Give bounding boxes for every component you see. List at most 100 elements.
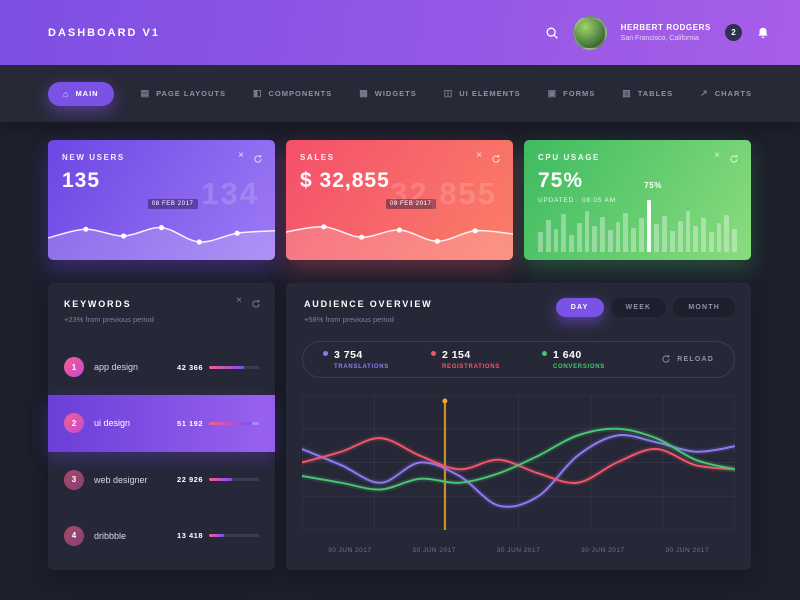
- progress-fill: [209, 534, 224, 538]
- nav-label: UI ELEMENTS: [459, 89, 521, 98]
- tab-week[interactable]: WEEK: [610, 298, 667, 317]
- audience-stats-bar: 3 754 TRANSLATIONS 2 154 REGISTRATIONS 1…: [302, 341, 735, 378]
- notification-badge[interactable]: 2: [725, 24, 742, 41]
- keywords-header: KEYWORDS +23% from previous period: [48, 299, 275, 324]
- nav-item-tables[interactable]: ▥ TABLES: [622, 88, 673, 99]
- refresh-icon[interactable]: [253, 151, 263, 169]
- header-right: HERBERT RODGERS San Francisco, Californi…: [545, 15, 770, 50]
- bell-icon[interactable]: [756, 26, 770, 40]
- panel-title: AUDIENCE OVERVIEW: [304, 299, 433, 309]
- progress-bar: [209, 478, 259, 482]
- stat-conversions: 1 640 CONVERSIONS: [541, 349, 605, 370]
- nav-item-page-layouts[interactable]: ▤ PAGE LAYOUTS: [141, 88, 226, 99]
- user-info: HERBERT RODGERS San Francisco, Californi…: [621, 23, 711, 42]
- stat-label: TRANSLATIONS: [334, 364, 389, 370]
- keyword-label: app design: [94, 362, 139, 373]
- progress-fill: [209, 421, 252, 425]
- stat-value: 2 154: [441, 349, 471, 361]
- home-icon: ⌂: [63, 88, 70, 99]
- avatar[interactable]: [572, 15, 607, 50]
- keyword-value: 42 366: [177, 362, 203, 372]
- stat-dot: [541, 351, 547, 356]
- keyword-metrics: 51 192: [177, 419, 259, 428]
- keyword-row-app-design[interactable]: 1 app design 42 366: [48, 339, 275, 395]
- reload-button[interactable]: RELOAD: [661, 354, 714, 366]
- card-actions: ×: [714, 151, 739, 169]
- refresh-icon[interactable]: [729, 151, 739, 169]
- keyword-metrics: 42 366: [177, 363, 259, 372]
- stat-registrations: 2 154 REGISTRATIONS: [430, 349, 500, 370]
- widgets-icon: ▦: [359, 88, 369, 98]
- progress-fill: [209, 478, 232, 482]
- stat-value: 3 754: [334, 349, 363, 361]
- forms-icon: ▣: [547, 88, 558, 98]
- nav-item-ui-elements[interactable]: ◫ UI ELEMENTS: [444, 88, 521, 99]
- nav-item-main[interactable]: ⌂ MAIN: [48, 81, 114, 106]
- card-value: $ 32,855: [300, 169, 390, 192]
- x-axis-labels: 30 JUN 2017 30 JUN 2017 30 JUN 2017 30 J…: [302, 547, 735, 554]
- tab-day[interactable]: DAY: [555, 298, 604, 317]
- keyword-row-ui-design[interactable]: 2 ui design 51 192: [48, 395, 275, 452]
- x-label: 30 JUN 2017: [412, 547, 456, 554]
- tab-month[interactable]: MONTH: [673, 298, 735, 317]
- reload-label: RELOAD: [677, 356, 714, 363]
- progress-bar: [209, 421, 259, 425]
- stat-label: CONVERSIONS: [552, 364, 605, 370]
- sales-card: SALES $ 32,855 × 32,855 08 FEB 2017: [286, 140, 513, 260]
- stat-cards-row: NEW USERS 135 × 134 08 FEB 2017 SALES $ …: [48, 140, 751, 260]
- nav-label: CHARTS: [714, 89, 752, 98]
- close-icon[interactable]: ×: [714, 150, 720, 161]
- cpu-tooltip: 75%: [644, 181, 662, 190]
- progress-bar: [209, 365, 259, 369]
- card-actions: ×: [238, 151, 263, 169]
- nav-item-forms[interactable]: ▣ FORMS: [548, 88, 596, 99]
- cpu-bar-chart: [538, 194, 737, 252]
- nav-item-components[interactable]: ◧ COMPONENTS: [253, 88, 332, 99]
- stat-dot: [323, 351, 328, 356]
- nav-label: COMPONENTS: [268, 89, 333, 98]
- nav-item-charts[interactable]: ↗ CHARTS: [700, 88, 752, 99]
- keyword-label: web designer: [94, 474, 148, 485]
- sales-sparkline: [286, 204, 513, 260]
- ui-elements-icon: ◫: [443, 88, 454, 98]
- nav-label: MAIN: [75, 89, 99, 98]
- components-icon: ◧: [253, 88, 263, 98]
- nav-label: WIDGETS: [374, 89, 417, 98]
- search-icon[interactable]: [545, 26, 559, 40]
- keyword-value: 13 418: [177, 531, 203, 541]
- rank-badge: 3: [64, 469, 84, 490]
- layout-icon: ▤: [140, 88, 151, 98]
- keyword-row-web-designer[interactable]: 3 web designer 22 926: [48, 452, 275, 508]
- rank-badge: 2: [64, 413, 84, 434]
- updated-label: UPDATED : 08:05 AM: [538, 197, 616, 204]
- nav-label: TABLES: [637, 89, 674, 98]
- app-header: DASHBOARD V1 HERBERT RODGERS San Francis…: [0, 0, 800, 65]
- progress-bar: [209, 534, 259, 538]
- nav-item-widgets[interactable]: ▦ WIDGETS: [359, 88, 417, 99]
- close-icon[interactable]: ×: [476, 150, 482, 161]
- progress-fill: [209, 365, 244, 369]
- stat-dot: [430, 351, 436, 356]
- refresh-icon[interactable]: [491, 151, 501, 169]
- page-title: DASHBOARD V1: [48, 26, 161, 39]
- nav-label: FORMS: [563, 89, 596, 98]
- keyword-value: 22 926: [177, 475, 203, 485]
- audience-line-chart: [299, 394, 738, 531]
- refresh-icon: [661, 354, 671, 366]
- stat-translations: 3 754 TRANSLATIONS: [323, 349, 389, 370]
- keyword-row-dribbble[interactable]: 4 dribbble 13 418: [48, 508, 275, 564]
- cpu-usage-card: CPU USAGE 75% UPDATED : 08:05 AM × 75%: [524, 140, 751, 260]
- nav-label: PAGE LAYOUTS: [156, 89, 227, 98]
- x-label: 30 JUN 2017: [665, 547, 709, 554]
- close-icon[interactable]: ×: [238, 150, 244, 161]
- keyword-value: 51 192: [177, 418, 203, 428]
- card-actions: ×: [476, 151, 501, 169]
- panel-subtitle: +58% from previous period: [304, 315, 394, 324]
- user-location: San Francisco, California: [620, 35, 699, 42]
- refresh-icon[interactable]: [251, 296, 261, 314]
- tables-icon: ▥: [622, 88, 632, 98]
- user-name: HERBERT RODGERS: [620, 23, 711, 32]
- main-nav: ⌂ MAIN ▤ PAGE LAYOUTS ◧ COMPONENTS ▦ WID…: [0, 65, 800, 122]
- close-icon[interactable]: ×: [236, 295, 242, 306]
- stat-value: 1 640: [552, 349, 582, 361]
